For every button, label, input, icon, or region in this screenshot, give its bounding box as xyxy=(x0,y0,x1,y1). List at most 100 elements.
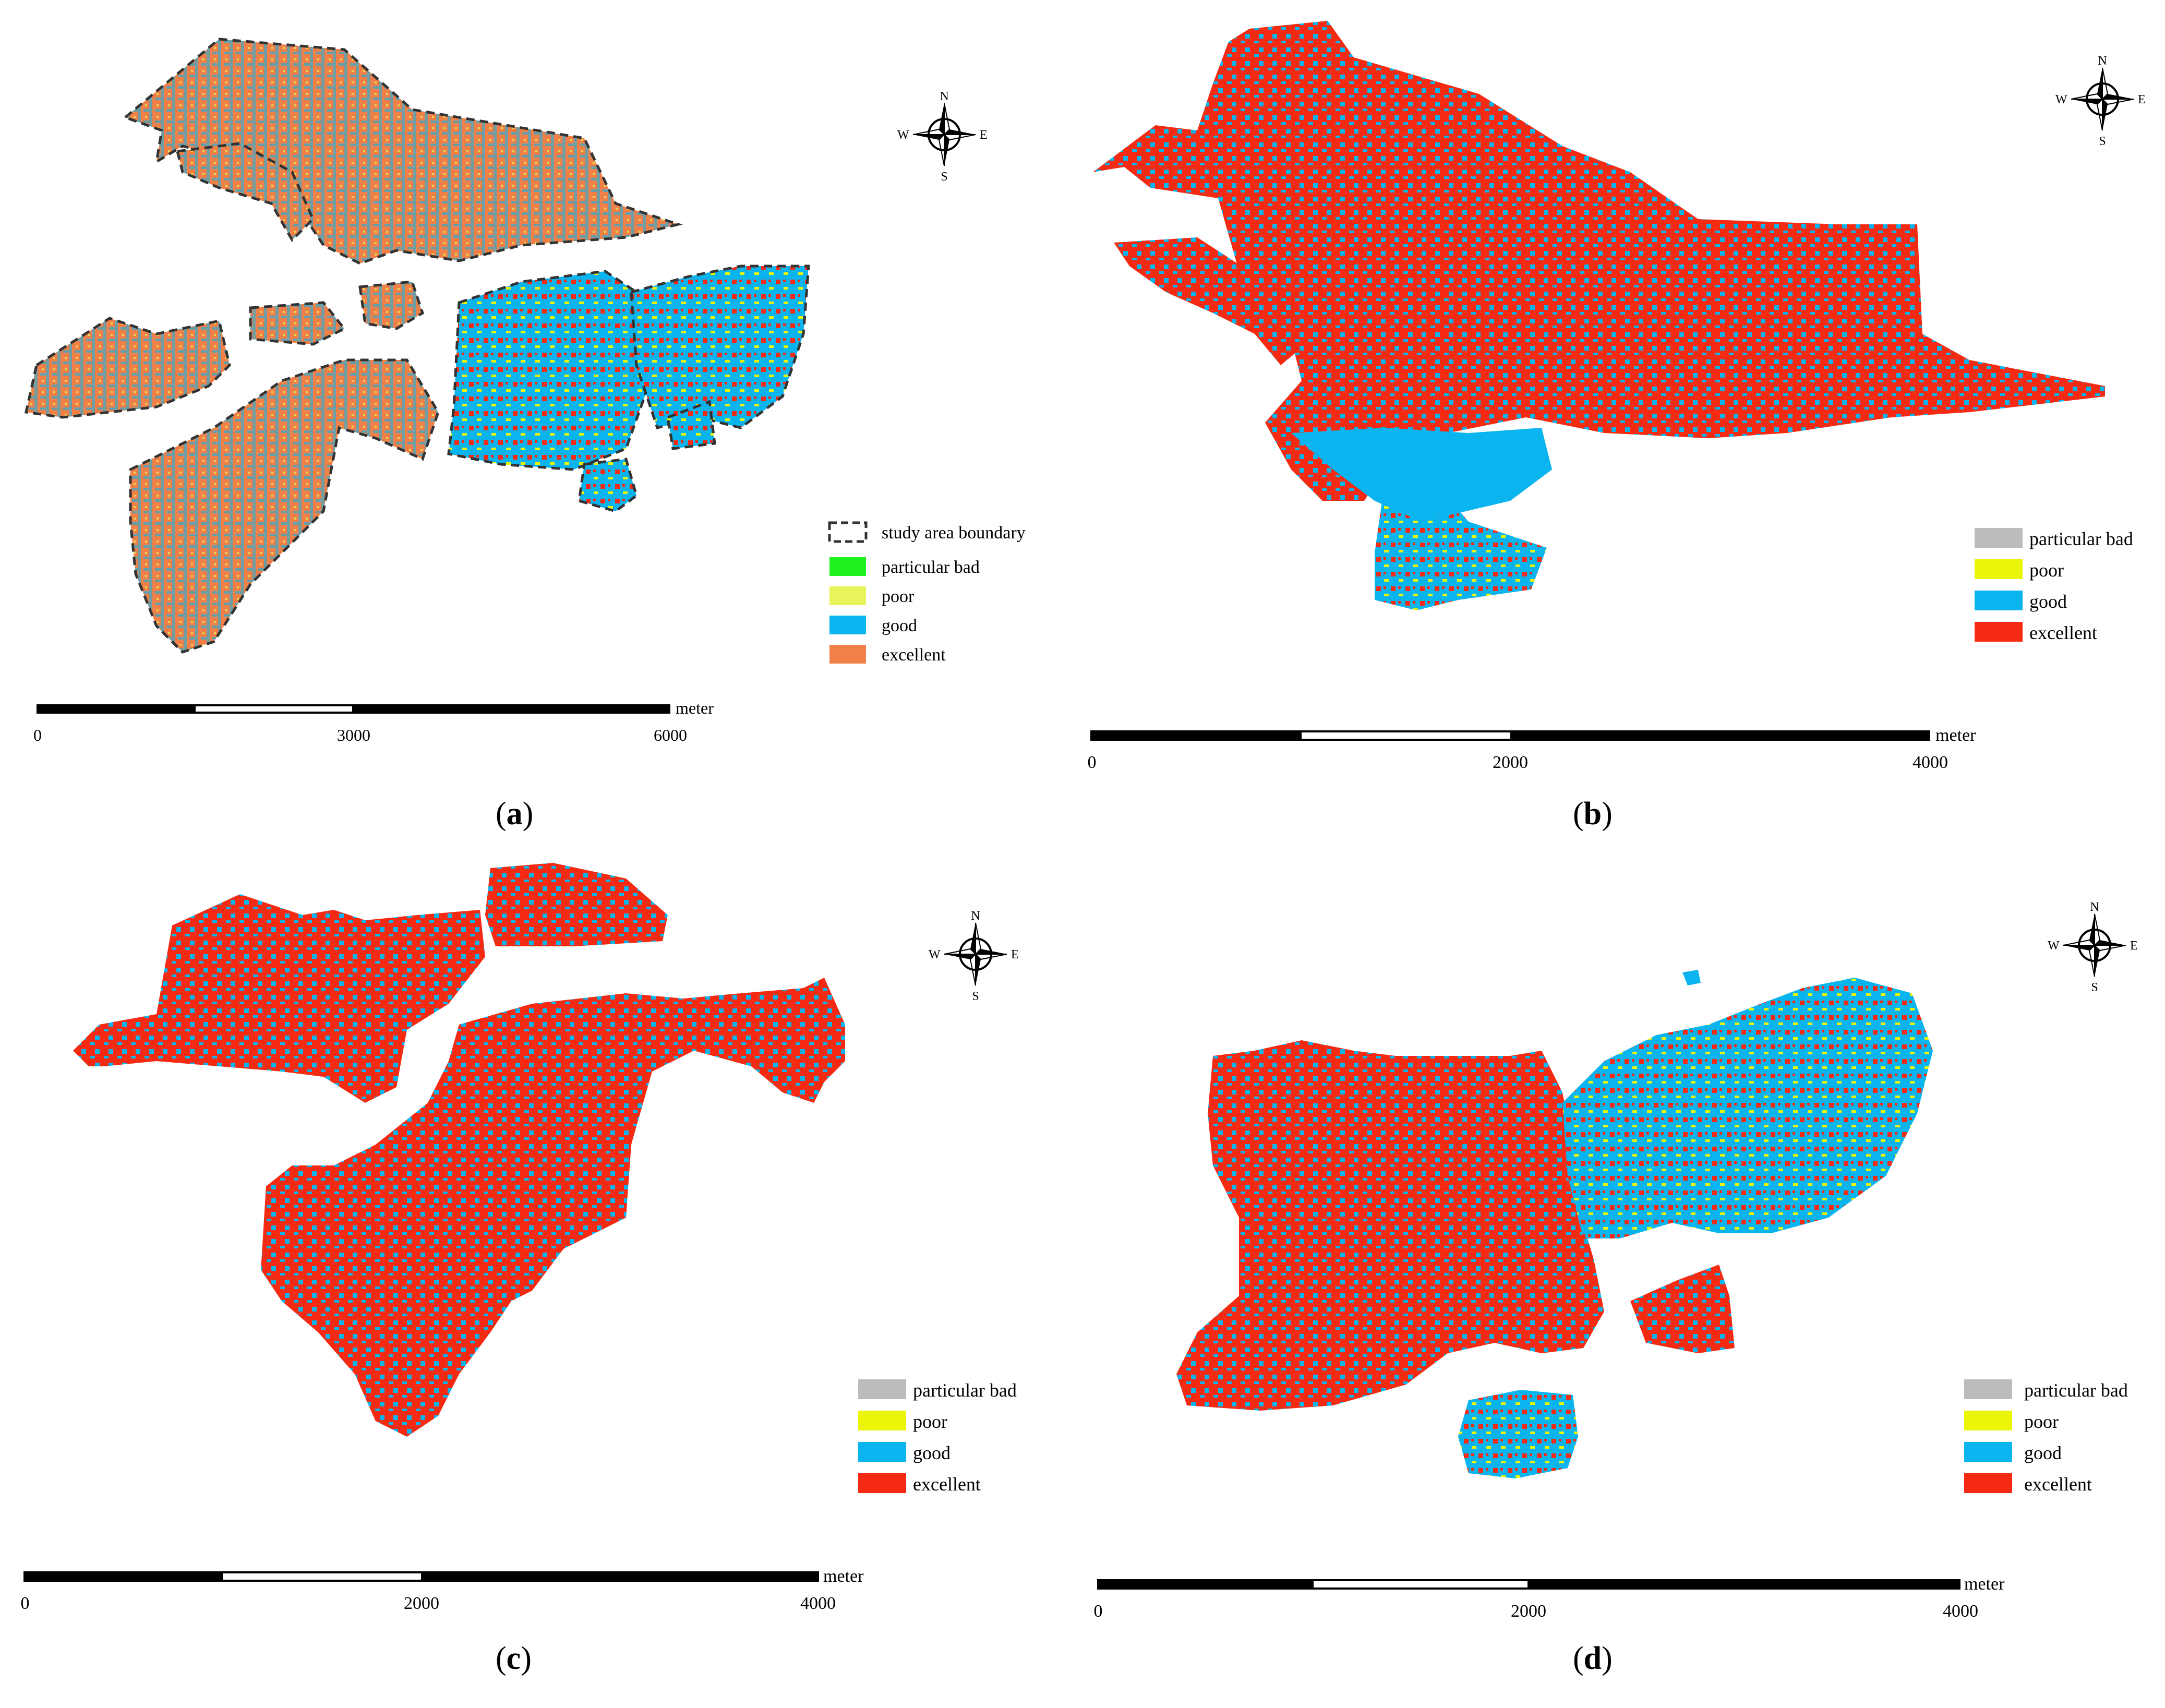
region-d-west xyxy=(1176,1040,1604,1411)
legend-particular-bad-label: particular bad xyxy=(882,558,980,577)
compass-e: E xyxy=(980,128,988,142)
legend-poor-swatch xyxy=(1975,559,2023,579)
label-close: ) xyxy=(1602,796,1613,832)
compass-rose-icon: N S E W xyxy=(897,90,988,184)
region-d-island xyxy=(1458,1390,1578,1478)
legend-good-label: good xyxy=(882,616,917,635)
scale-d-tick-0: 0 xyxy=(1094,1602,1103,1621)
panel-d: N S E W particular bad poor good excelle… xyxy=(1082,852,2165,1705)
scale-b-unit: meter xyxy=(1935,726,1976,745)
region-d-southcluster xyxy=(1630,1265,1735,1353)
label-open: ( xyxy=(496,1641,507,1676)
compass-n: N xyxy=(940,90,948,103)
compass-e: E xyxy=(1011,948,1019,961)
scale-c-tick-1: 2000 xyxy=(404,1594,439,1613)
scale-bar-d: meter 0 2000 4000 xyxy=(1094,1574,2005,1621)
legend-particular-bad-swatch xyxy=(1964,1379,2012,1399)
legend-particular-bad-label: particular bad xyxy=(2024,1380,2128,1401)
panel-a: N S E W study area boundary particular b… xyxy=(0,0,1082,852)
label-letter: a xyxy=(506,796,523,832)
legend-good-swatch xyxy=(858,1442,906,1462)
legend-good-label: good xyxy=(2024,1442,2062,1463)
label-close: ) xyxy=(1602,1641,1613,1676)
region-d-tiny xyxy=(1682,970,1701,985)
legend-excellent-label: excellent xyxy=(913,1474,981,1495)
region-a-eastfrag xyxy=(666,400,716,450)
region-a-west xyxy=(24,317,231,419)
legend-poor-swatch xyxy=(829,586,866,605)
legend-excellent-swatch xyxy=(1964,1473,2012,1493)
region-a-east xyxy=(630,264,810,429)
legend-good-swatch xyxy=(829,616,866,634)
region-b-main xyxy=(1093,21,2105,501)
label-letter: d xyxy=(1583,1641,1602,1676)
legend-excellent-label: excellent xyxy=(2024,1474,2092,1495)
label-close: ) xyxy=(521,1641,532,1676)
compass-n: N xyxy=(971,909,980,923)
map-d-regions xyxy=(1176,970,1933,1478)
region-a-inlet xyxy=(175,142,315,243)
map-d: N S E W particular bad poor good excelle… xyxy=(1094,900,2138,1621)
compass-s: S xyxy=(972,990,979,1003)
panel-label-c: (c) xyxy=(496,1640,532,1677)
legend-particular-bad-label: particular bad xyxy=(2029,528,2133,549)
region-d-east xyxy=(1562,978,1933,1238)
legend-good-label: good xyxy=(913,1442,951,1463)
region-a-southwest xyxy=(129,358,440,654)
scale-d-tick-2: 4000 xyxy=(1943,1602,1978,1621)
legend-excellent-label: excellent xyxy=(2029,622,2097,643)
scale-d-unit: meter xyxy=(1964,1574,2005,1594)
region-a-north xyxy=(123,38,683,265)
compass-w: W xyxy=(897,128,909,142)
panel-c: N S E W particular bad poor good excelle… xyxy=(0,852,1082,1705)
legend-good-label: good xyxy=(2029,591,2067,612)
panel-b: N S E W particular bad poor good excelle… xyxy=(1082,0,2165,852)
scale-d-tick-1: 2000 xyxy=(1511,1602,1546,1621)
legend-poor-swatch xyxy=(1964,1411,2012,1430)
label-open: ( xyxy=(1573,796,1584,832)
compass-w: W xyxy=(2048,939,2060,953)
region-b-fringe-s xyxy=(1291,428,1552,522)
compass-s: S xyxy=(2091,981,2098,994)
scale-bar-c: meter 0 2000 4000 xyxy=(21,1567,864,1613)
region-a-southeast xyxy=(578,458,638,513)
scale-b-tick-0: 0 xyxy=(1088,753,1097,772)
legend-excellent-label: excellent xyxy=(882,645,946,665)
region-c-northwest xyxy=(73,894,485,1103)
compass-n: N xyxy=(2090,900,2099,914)
label-open: ( xyxy=(1573,1641,1584,1676)
legend-particular-bad-swatch xyxy=(858,1379,906,1399)
scale-a-tick-0: 0 xyxy=(33,726,42,744)
scale-bar-a: meter 0 3000 6000 xyxy=(33,699,714,744)
map-a-regions xyxy=(24,38,810,654)
map-c: N S E W particular bad poor good excelle… xyxy=(21,863,1019,1613)
region-a-center xyxy=(447,270,654,471)
label-close: ) xyxy=(522,796,534,832)
legend-poor-label: poor xyxy=(882,587,915,606)
legend-d: particular bad poor good excellent xyxy=(1964,1379,2128,1495)
compass-n: N xyxy=(2098,54,2107,68)
scale-a-tick-2: 6000 xyxy=(654,726,687,744)
scale-c-tick-2: 4000 xyxy=(800,1594,836,1613)
legend-good-swatch xyxy=(1975,591,2023,610)
label-letter: c xyxy=(506,1641,521,1676)
legend-poor-label: poor xyxy=(2024,1411,2059,1432)
scale-c-tick-0: 0 xyxy=(21,1594,30,1613)
legend-b: particular bad poor good excellent xyxy=(1975,528,2133,643)
map-a: N S E W study area boundary particular b… xyxy=(24,38,1026,744)
panel-label-a: (a) xyxy=(496,796,533,833)
region-c-northeast xyxy=(485,863,668,946)
legend-boundary-label: study area boundary xyxy=(882,523,1026,543)
panel-label-b: (b) xyxy=(1573,796,1613,833)
legend-particular-bad-swatch xyxy=(829,557,866,576)
compass-s: S xyxy=(941,170,947,184)
legend-particular-bad-label: particular bad xyxy=(913,1380,1017,1401)
compass-w: W xyxy=(929,948,941,961)
scale-a-unit: meter xyxy=(676,699,714,717)
compass-e: E xyxy=(2138,93,2146,106)
legend-poor-label: poor xyxy=(913,1411,947,1432)
region-b-westarm xyxy=(1114,237,1312,365)
legend-particular-bad-swatch xyxy=(1975,528,2023,548)
compass-w: W xyxy=(2055,93,2067,106)
legend-boundary-swatch xyxy=(828,521,868,543)
